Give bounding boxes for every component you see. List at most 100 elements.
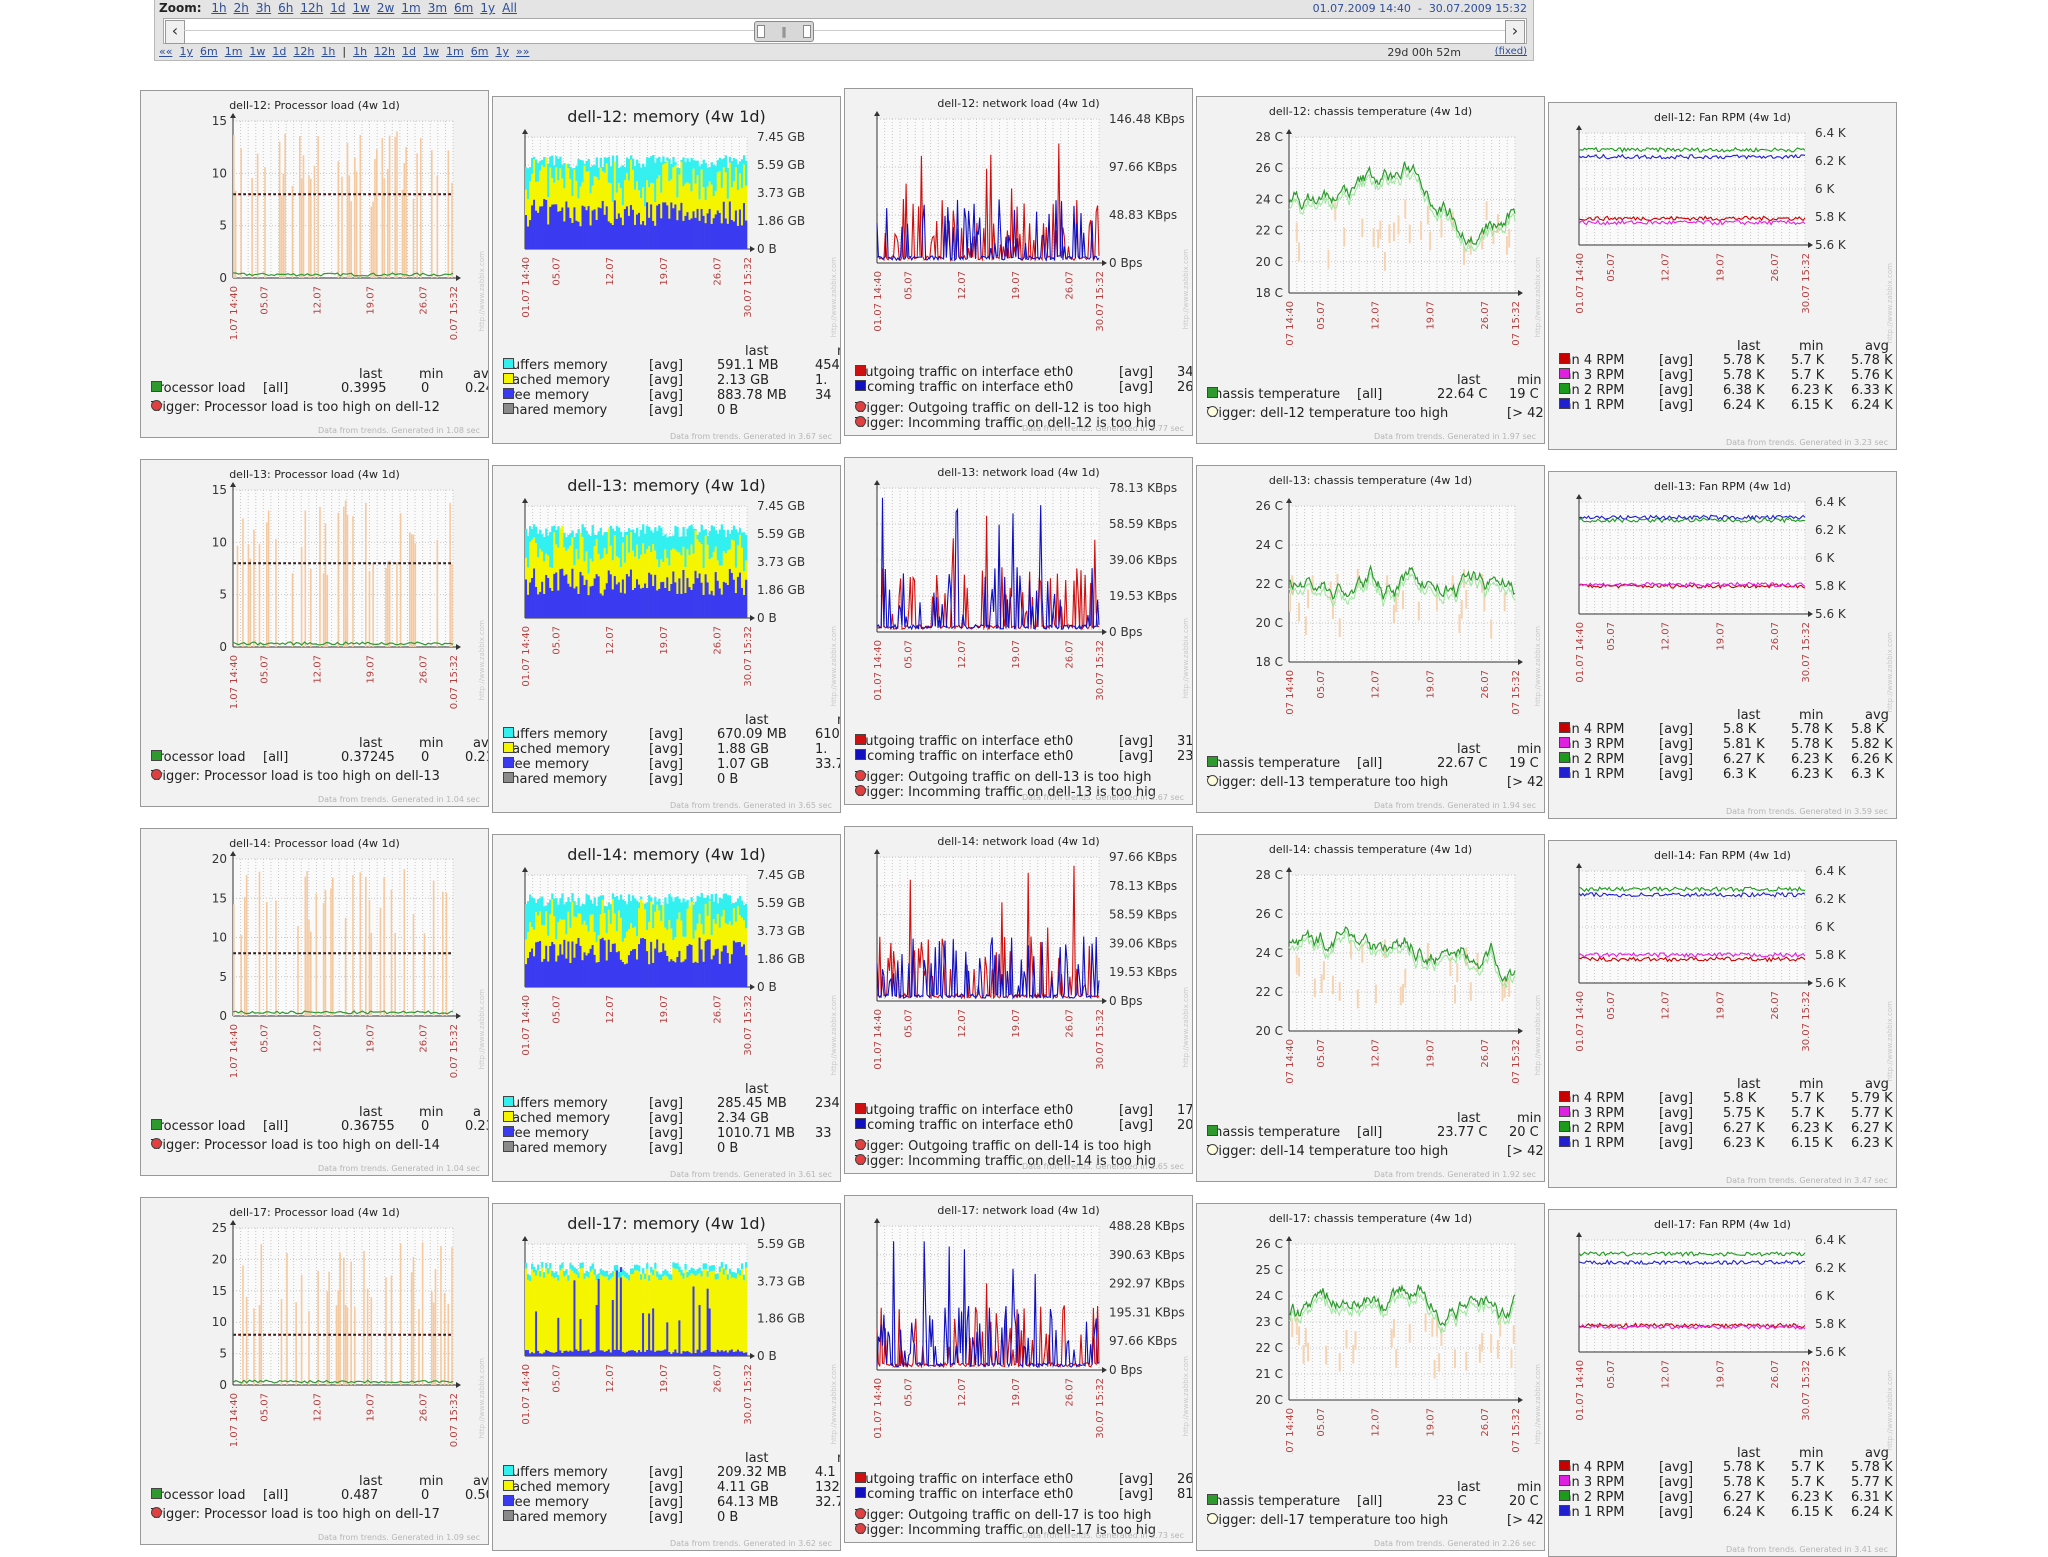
dell-14-net-panel[interactable]: dell-14: network load (4w 1d)http://www.… [844,826,1193,1174]
dell-14-temp-legend-col: min [1517,1111,1542,1126]
dell-12-fan-panel[interactable]: dell-12: Fan RPM (4w 1d)http://www.zabbi… [1548,102,1897,450]
move-link-9[interactable]: 1h [353,45,367,58]
dell-17-memory-buffers-bar [668,1274,670,1280]
timeline-scrollbar[interactable]: ‹ ‖ › [163,18,1527,44]
dell-17-fan-panel[interactable]: dell-17: Fan RPM (4w 1d)http://www.zabbi… [1548,1209,1897,1557]
dell-13-cpu-panel[interactable]: dell-13: Processor load (4w 1d)http://ww… [140,459,489,807]
dell-14-fan-panel[interactable]: dell-14: Fan RPM (4w 1d)http://www.zabbi… [1548,840,1897,1188]
dell-12-cpu-item-last: 0.3995 [341,381,387,396]
dell-12-memory-buffers-bar [711,162,713,184]
dell-14-cpu-panel[interactable]: dell-14: Processor load (4w 1d)http://ww… [140,828,489,1176]
dell-14-temp-panel[interactable]: dell-14: chassis temperature (4w 1d)http… [1196,834,1545,1182]
dell-17-memory-cached-bar [737,1274,739,1350]
dell-12-memory-cached-bar [620,188,622,217]
dell-12-memory-cached-bar [705,200,707,223]
zoom-link-3m[interactable]: 3m [428,1,447,15]
dell-13-temp-panel[interactable]: dell-13: chassis temperature (4w 1d)http… [1196,465,1545,813]
dell-13-memory-free-bar [539,592,541,618]
dell-12-memory-buffers-bar [553,165,555,183]
dell-14-temp-range-bar [1400,987,1402,1006]
move-link-12[interactable]: 1w [423,45,439,58]
dell-13-memory-cached-bar [695,530,697,570]
move-link-10[interactable]: 12h [374,45,395,58]
dell-17-memory-free-bar [594,1351,596,1356]
dell-12-memory-cached-bar [598,180,600,207]
dell-12-memory-panel[interactable]: dell-12: memory (4w 1d)http://www.zabbix… [492,96,841,444]
zoom-link-1h[interactable]: 1h [211,1,226,15]
timeline-handle[interactable]: ‖ [754,21,814,42]
zoom-link-12h[interactable]: 12h [300,1,323,15]
dell-14-memory-panel[interactable]: dell-14: memory (4w 1d)http://www.zabbix… [492,834,841,1182]
move-link-5[interactable]: 1d [272,45,286,58]
zoom-link-all[interactable]: All [502,1,517,15]
dell-12-memory-buffers-bar [733,158,735,181]
zoom-link-1y[interactable]: 1y [480,1,495,15]
dell-12-memory-free-bar [686,212,688,249]
move-link-0[interactable]: «« [159,45,172,58]
move-link-4[interactable]: 1w [249,45,265,58]
dell-13-memory-buffers-bar [547,535,549,555]
dell-17-memory-free-bar [723,1351,725,1356]
dell-17-temp-panel[interactable]: dell-17: chassis temperature (4w 1d)http… [1196,1203,1545,1551]
scroll-left-arrow-icon[interactable]: ‹ [165,20,185,44]
zoom-link-6h[interactable]: 6h [278,1,293,15]
dell-17-memory-panel[interactable]: dell-17: memory (4w 1d)http://www.zabbix… [492,1203,841,1551]
move-link-2[interactable]: 6m [200,45,218,58]
move-link-6[interactable]: 12h [293,45,314,58]
dell-14-memory-buffers-bar [638,903,640,909]
dell-13-fan-panel[interactable]: dell-13: Fan RPM (4w 1d)http://www.zabbi… [1548,471,1897,819]
dell-12-memory-buffers-bar [662,157,664,165]
zoom-link-2h[interactable]: 2h [234,1,249,15]
dell-12-memory-free-bar [670,202,672,249]
move-link-13[interactable]: 1m [446,45,464,58]
move-link-16[interactable]: »» [516,45,529,58]
dell-17-memory-cached-bar [590,1272,592,1353]
move-link-11[interactable]: 1d [402,45,416,58]
dell-13-memory-panel[interactable]: dell-13: memory (4w 1d)http://www.zabbix… [492,465,841,813]
dell-17-memory-free-bar [713,1352,715,1356]
zoom-link-1m[interactable]: 1m [401,1,420,15]
dell-13-fan-swatch [1559,722,1570,733]
fixed-toggle[interactable]: (fixed) [1495,46,1527,57]
dell-14-temp-range-bar [1404,969,1406,988]
dell-17-cpu-panel[interactable]: dell-17: Processor load (4w 1d)http://ww… [140,1197,489,1545]
dell-12-memory-cached-bar [628,181,630,216]
move-link-7[interactable]: 1h [321,45,335,58]
dell-14-cpu-load-bar [394,933,396,1016]
dell-13-net-panel[interactable]: dell-13: network load (4w 1d)http://www.… [844,457,1193,805]
zoom-link-2w[interactable]: 2w [377,1,394,15]
dell-14-memory-buffers-bar [741,900,743,917]
move-link-14[interactable]: 6m [471,45,489,58]
scroll-right-arrow-icon[interactable]: › [1505,20,1525,44]
dell-17-memory-item-name: Free memory [503,1495,589,1510]
dell-17-memory-buffers-bar [575,1269,577,1275]
zoom-link-3h[interactable]: 3h [256,1,271,15]
dell-17-memory-free-bar [610,1352,612,1356]
zoom-link-1w[interactable]: 1w [352,1,369,15]
handle-left-grip[interactable] [757,25,765,38]
dell-17-memory-item-min: 132.7 [815,1480,841,1495]
zoom-link-6m[interactable]: 6m [454,1,473,15]
dell-17-memory-buffers-bar [608,1275,610,1281]
move-link-3[interactable]: 1m [225,45,243,58]
dell-14-memory-item-last: 0 B [717,1141,738,1156]
dell-13-memory-buffers-bar [575,533,577,549]
dell-12-cpu-panel[interactable]: dell-12: Processor load (4w 1d)http://ww… [140,90,489,438]
handle-right-grip[interactable] [803,25,811,38]
dell-13-memory-cached-bar [602,558,604,595]
move-link-1[interactable]: 1y [179,45,193,58]
dell-14-memory-free-bar [715,949,717,987]
dell-14-memory-cached-bar [618,911,620,952]
move-link-15[interactable]: 1y [495,45,509,58]
dell-13-cpu-legend-col: av [473,736,489,751]
dell-14-memory-legend-head: last [503,1082,840,1096]
dell-12-temp-panel[interactable]: dell-12: chassis temperature (4w 1d)http… [1196,96,1545,444]
dell-14-memory-free-bar [610,952,612,987]
zoom-link-1d[interactable]: 1d [330,1,345,15]
dell-17-net-panel[interactable]: dell-17: network load (4w 1d)http://www.… [844,1195,1193,1543]
dell-17-memory-cached-bar [638,1271,640,1350]
dell-13-temp-legend-label: chassis temperature [1207,756,1340,771]
dell-12-net-panel[interactable]: dell-12: network load (4w 1d)http://www.… [844,88,1193,436]
